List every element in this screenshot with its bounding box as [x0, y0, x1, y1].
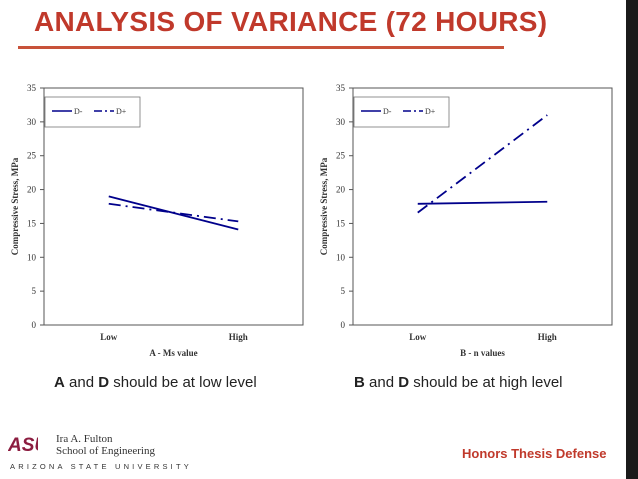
chart-b-legend-label: D+	[425, 107, 436, 116]
chart-a-legend-label: D+	[116, 107, 127, 116]
conclusion-a-factor-1: A	[54, 374, 65, 391]
chart-b-x-axis-label: B - n values	[460, 348, 505, 358]
chart-b-ytick-label: 30	[336, 117, 346, 127]
conclusion-a: A and D should be at low level	[54, 374, 257, 391]
chart-a-legend-label: D-	[74, 107, 83, 116]
chart-b-n-values: 0 5 10 15 20 25 30 35 Low High B - n values Compres…	[313, 80, 621, 365]
chart-a-ytick-label: 5	[32, 286, 37, 296]
chart-a-legend: D- D+	[44, 96, 141, 128]
chart-b-ytick-label: 10	[336, 252, 346, 262]
chart-a-series-d-plus-line	[108, 202, 239, 223]
chart-a-ms-value: 0 5 10 15 20 25 30 35 Low High A - Ms value Compres…	[4, 80, 312, 365]
chart-a-x-axis-label: A - Ms value	[149, 348, 197, 358]
conclusion-b-text-2: should be at high level	[409, 374, 563, 391]
conclusion-b-text-1: and	[364, 374, 399, 391]
chart-b-y-axis-label: Compressive Stress, MPa	[319, 157, 329, 255]
chart-b-ytick-label: 20	[336, 185, 346, 195]
slide-title: ANALYSIS OF VARIANCE (72 HOURS)	[34, 6, 548, 37]
chart-a-plot-area	[43, 87, 304, 326]
conclusion-b: B and D should be at high level	[354, 374, 563, 391]
title-underline	[18, 46, 504, 49]
chart-a-ytick-label: 0	[32, 320, 37, 330]
chart-b-plot-area	[352, 87, 613, 326]
chart-b-xtick-label: Low	[409, 332, 427, 342]
chart-b-ytick-label: 35	[336, 83, 346, 93]
conclusion-a-text-2: should be at low level	[109, 374, 257, 391]
chart-b-legend-box	[353, 96, 450, 128]
conclusion-b-factor-1: B	[354, 374, 365, 391]
conclusion-b-factor-2: D	[398, 374, 410, 391]
chart-a-xtick-label: Low	[100, 332, 118, 342]
chart-b-series-d-minus-line	[417, 200, 548, 205]
chart-a-legend-box	[44, 96, 141, 128]
fulton-school-name: Ira A. Fulton School of Engineering	[56, 433, 155, 457]
chart-b-ytick-label: 0	[341, 320, 346, 330]
chart-b-svg: 0 5 10 15 20 25 30 35 Low High B - n values Compres…	[319, 83, 613, 358]
chart-b-ytick-label: 25	[336, 151, 346, 161]
chart-b-xtick-label: High	[538, 332, 557, 342]
asu-logo-text: ASU	[8, 435, 38, 454]
chart-a-svg: 0 5 10 15 20 25 30 35 Low High A - Ms value Compres…	[10, 83, 304, 358]
chart-a-ytick-label: 35	[27, 83, 37, 93]
fulton-line-2: School of Engineering	[56, 445, 155, 457]
conclusion-a-factor-2: D	[98, 374, 110, 391]
university-name: ARIZONA STATE UNIVERSITY	[10, 462, 192, 471]
chart-b-legend: D- D+	[353, 96, 450, 128]
chart-a-xtick-label: High	[229, 332, 248, 342]
chart-a-ytick-label: 15	[27, 218, 37, 228]
footer-label: Honors Thesis Defense	[462, 446, 607, 461]
chart-a-ytick-label: 20	[27, 185, 37, 195]
fulton-line-1: Ira A. Fulton	[56, 433, 113, 445]
chart-a-ytick-label: 25	[27, 151, 37, 161]
chart-b-series-d-plus-line	[417, 114, 548, 214]
right-edge-bar	[626, 0, 638, 479]
chart-a-y-axis-label: Compressive Stress, MPa	[10, 157, 20, 255]
chart-b-legend-label: D-	[383, 107, 392, 116]
chart-a-ytick-label: 30	[27, 117, 37, 127]
chart-b-ytick-label: 15	[336, 218, 346, 228]
asu-logo-icon: ASU	[8, 435, 38, 454]
chart-a-ytick-label: 10	[27, 252, 37, 262]
conclusion-a-text-1: and	[64, 374, 99, 391]
chart-b-ytick-label: 5	[341, 286, 346, 296]
